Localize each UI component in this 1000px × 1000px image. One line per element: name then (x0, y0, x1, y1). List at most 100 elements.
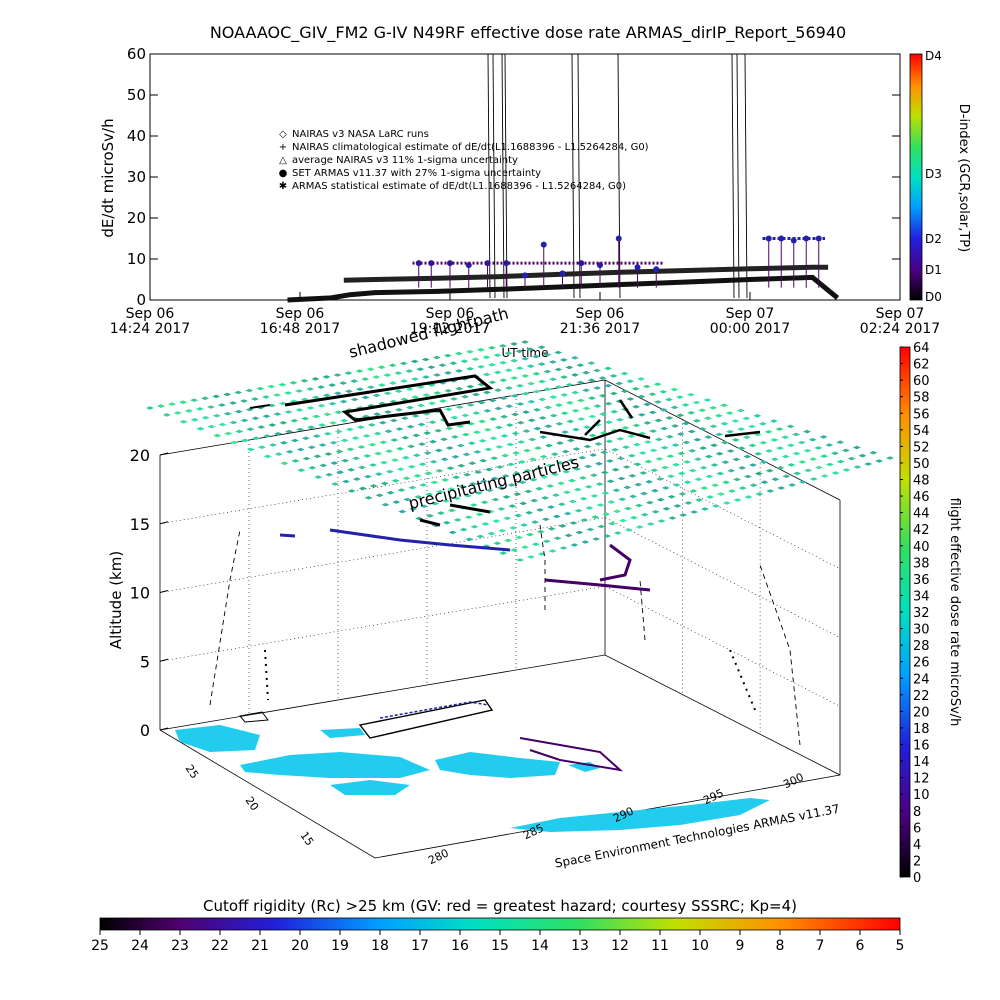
particle-cell (251, 416, 260, 421)
particle-cell (218, 422, 227, 427)
altitude-tick (159, 658, 169, 662)
particle-cell (489, 417, 498, 421)
particle-cell (512, 451, 521, 455)
particle-cell (557, 481, 566, 486)
particle-cell (672, 483, 681, 487)
particle-cell (422, 393, 431, 397)
floor-front-edge (159, 729, 841, 859)
particle-cell (324, 452, 333, 456)
particle-cell (301, 416, 310, 421)
particle-cell (733, 477, 741, 482)
particle-cell (584, 464, 593, 469)
particle-cell (340, 438, 349, 443)
particle-cell (409, 507, 418, 511)
particle-cell (262, 414, 271, 418)
particle-cell (690, 510, 699, 514)
particle-cell (229, 401, 237, 405)
particle-cell (765, 468, 774, 473)
particle-cell (363, 454, 372, 458)
armas-statistical-line (287, 274, 840, 303)
particle-cell (285, 429, 294, 434)
particle-cell (485, 488, 494, 493)
particle-cell (405, 387, 414, 391)
particle-cell (510, 376, 519, 380)
particle-cell (628, 474, 637, 478)
particle-cell (568, 499, 577, 504)
particle-cell (571, 373, 579, 377)
particle-cell (715, 432, 724, 437)
particle-cell (311, 377, 320, 381)
particle-cell (660, 426, 669, 431)
particle-cell (312, 414, 321, 419)
particle-cell (546, 505, 555, 509)
particle-cell (622, 445, 630, 449)
particle-cell (682, 421, 690, 426)
particle-cell (754, 452, 763, 456)
particle-cell (201, 415, 210, 420)
particle-cell (602, 512, 611, 516)
cutoff-rigidity-tick-label: 8 (776, 938, 785, 954)
particle-cell (322, 393, 331, 398)
particle-cell (452, 475, 461, 480)
cutoff-rigidity-label: Cutoff rigidity (Rc) >25 km (GV: red = g… (203, 897, 797, 915)
particle-cell (477, 400, 486, 405)
particle-cell (500, 434, 509, 438)
latitude-tick-label: 25 (183, 762, 202, 781)
particle-cell (515, 349, 524, 354)
particle-cell (526, 364, 535, 368)
particle-cell (598, 376, 607, 380)
particle-cell (494, 425, 503, 430)
land-mass-cuba-west (175, 725, 260, 752)
particle-cell (432, 355, 441, 360)
particle-cell (471, 357, 480, 361)
particle-cell (590, 494, 599, 498)
particle-cell (367, 404, 376, 408)
particle-cell (624, 506, 632, 511)
particle-cell (329, 440, 338, 445)
top-y-axis-label: dE/dt microSv/h (99, 118, 117, 237)
particle-cell (477, 365, 486, 369)
particle-cell (388, 381, 397, 385)
particle-cell (782, 474, 791, 479)
particle-cell (548, 360, 557, 364)
particle-cell (284, 410, 293, 414)
particle-cell (449, 361, 458, 365)
dose-rate-tick-label: 4 (913, 838, 921, 853)
legend-symbol-diamond: ◇ (279, 129, 287, 140)
particle-cell (372, 393, 381, 398)
particle-cell (550, 452, 559, 456)
particle-cell (368, 442, 377, 447)
altitude-trace-line (731, 53, 735, 299)
particle-cell (820, 454, 829, 458)
particle-cell (548, 549, 557, 553)
particle-cell (769, 419, 778, 423)
particle-cell (373, 412, 381, 416)
particle-cell (417, 403, 425, 408)
particle-cell (539, 454, 548, 459)
particle-cell (537, 552, 546, 556)
particle-cell (619, 518, 627, 523)
particle-cell (241, 438, 250, 443)
land-mass-hispaniola (435, 752, 560, 778)
particle-cell (836, 440, 845, 444)
particle-cell (727, 489, 736, 493)
particle-cell (574, 508, 583, 513)
particle-cell (314, 475, 323, 479)
particle-cell (173, 411, 182, 415)
cutoff-rigidity-tick-label: 23 (171, 938, 189, 954)
particle-cell (240, 399, 248, 403)
particle-cell (692, 400, 701, 405)
particle-cell (493, 541, 502, 546)
particle-cell (687, 411, 696, 415)
particle-cell (467, 421, 476, 426)
particle-cell (600, 470, 609, 475)
particle-cell (196, 426, 205, 431)
particle-cell (592, 537, 601, 541)
particle-cell (542, 539, 551, 544)
particle-cell (213, 433, 222, 438)
particle-cell (207, 424, 216, 429)
particle-cell (408, 485, 417, 490)
particle-cell (423, 451, 432, 455)
particle-cell (355, 369, 364, 373)
